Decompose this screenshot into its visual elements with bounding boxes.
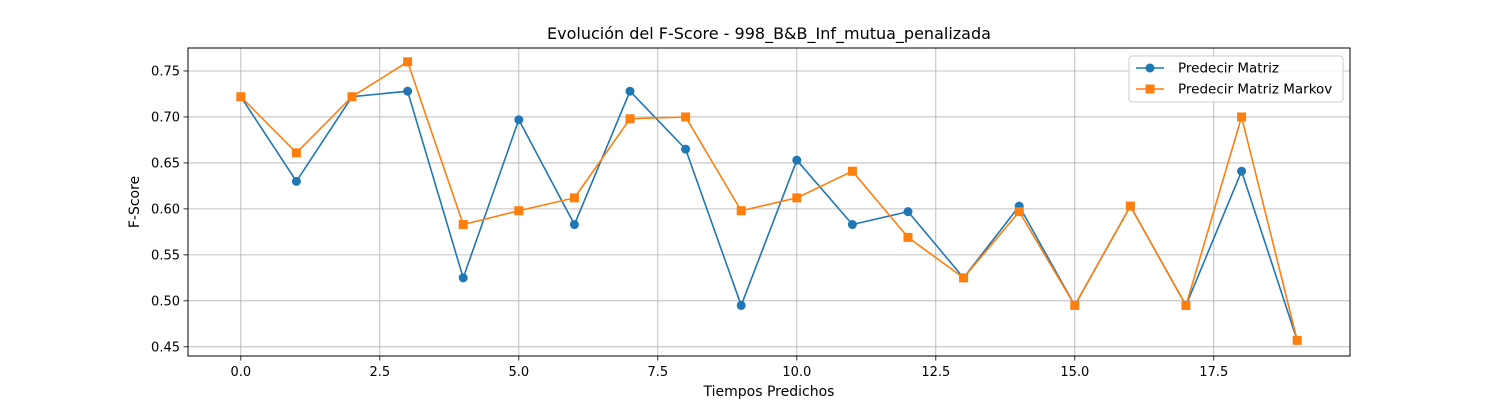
data-point [625,86,635,96]
data-point [1014,207,1024,217]
data-point [847,220,857,230]
data-point [347,92,357,102]
data-point [792,193,802,203]
x-tick-label: 0.0 [230,365,251,380]
data-point [569,220,579,230]
x-tick-label: 10.0 [782,365,811,380]
data-point [569,193,579,203]
y-axis-ticks: 0.45 0.50 0.55 0.60 0.65 0.70 0.75 [151,64,188,355]
x-axis-ticks: 0.0 2.5 5.0 7.5 10.0 12.5 15.0 17.5 [230,356,1228,380]
data-point [736,206,746,216]
data-point [1237,166,1247,176]
y-tick-label: 0.70 [151,110,180,125]
chart-title: Evolución del F-Score - 998_B&B_Inf_mutu… [547,24,991,44]
plot-frame [187,47,1351,357]
data-point [236,92,246,102]
data-point [1070,300,1080,310]
data-point [403,86,413,96]
data-point [1181,300,1191,310]
x-tick-label: 12.5 [921,365,950,380]
data-point [736,300,746,310]
data-point [291,148,301,158]
data-point [1237,112,1247,122]
data-point [792,155,802,165]
y-tick-label: 0.45 [151,340,180,355]
legend-marker-predecir-matriz-markov [1145,84,1155,94]
x-tick-label: 5.0 [508,365,529,380]
x-tick-label: 15.0 [1060,365,1089,380]
data-point [681,112,691,122]
data-point [847,166,857,176]
x-tick-label: 17.5 [1199,365,1228,380]
y-tick-label: 0.65 [151,156,180,171]
legend: Predecir Matriz Predecir Matriz Markov [1128,55,1344,103]
x-tick-label: 7.5 [647,365,668,380]
data-point [625,114,635,124]
data-point [903,232,913,242]
y-tick-label: 0.75 [151,64,180,79]
legend-label-predecir-matriz: Predecir Matriz [1178,61,1279,77]
y-tick-label: 0.60 [151,202,180,217]
legend-label-predecir-matriz-markov: Predecir Matriz Markov [1178,82,1332,98]
data-point [458,220,468,230]
data-point [1125,201,1135,211]
y-tick-label: 0.50 [151,294,180,309]
data-point [959,273,969,283]
series-line-predecir-matriz-markov [240,60,1298,341]
x-tick-label: 2.5 [369,365,390,380]
data-point [458,273,468,283]
data-point [291,176,301,186]
data-point [403,57,413,67]
data-point [514,206,524,216]
series-predecir-matriz-markov [236,57,1302,345]
data-point [903,207,913,217]
data-point [681,144,691,154]
data-point [1292,335,1302,345]
legend-box [1128,55,1344,103]
x-axis-label: Tiempos Predichos [703,384,835,400]
y-tick-label: 0.55 [151,248,180,263]
series-layer [236,57,1302,345]
data-point [514,115,524,125]
y-axis-label: F-Score [127,176,143,228]
legend-marker-predecir-matriz [1145,63,1155,73]
